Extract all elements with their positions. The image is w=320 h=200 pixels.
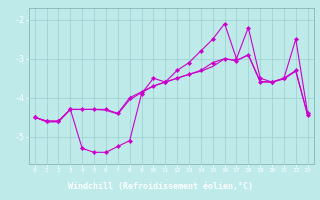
Text: Windchill (Refroidissement éolien,°C): Windchill (Refroidissement éolien,°C): [68, 182, 252, 191]
